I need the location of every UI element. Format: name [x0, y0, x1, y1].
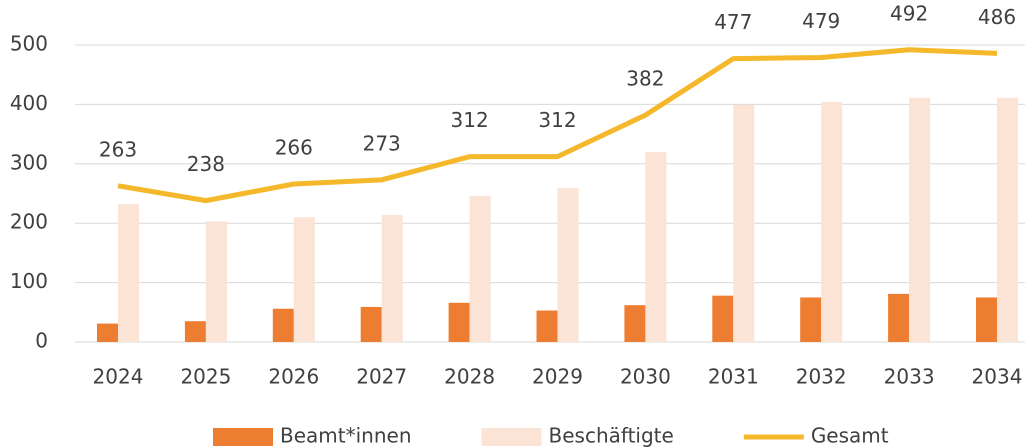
bar: [800, 297, 822, 342]
x-tick-label: 2027: [356, 365, 407, 389]
bar: [645, 151, 667, 342]
data-label: 263: [99, 137, 137, 161]
y-tick-label: 400: [10, 91, 48, 115]
data-label: 273: [363, 131, 401, 155]
bar: [118, 204, 139, 342]
bar: [184, 321, 206, 342]
x-tick-label: 2034: [972, 365, 1023, 389]
bar: [821, 102, 843, 342]
x-tick-label: 2031: [708, 365, 759, 389]
bar: [733, 104, 755, 342]
y-tick-label: 100: [10, 269, 48, 293]
bar: [293, 217, 315, 342]
x-tick-label: 2025: [180, 365, 231, 389]
y-tick-label: 200: [10, 210, 48, 234]
bar: [381, 214, 403, 342]
data-label: 486: [978, 5, 1016, 29]
bar: [97, 323, 118, 342]
data-label: 382: [626, 67, 664, 91]
data-label: 477: [714, 10, 752, 34]
y-tick-label: 0: [35, 329, 48, 353]
bar: [272, 308, 294, 342]
data-label: 479: [802, 9, 840, 33]
bar: [909, 97, 931, 342]
data-label: 266: [275, 135, 313, 159]
line: [117, 47, 998, 204]
y-tick-label: 300: [10, 150, 48, 174]
data-label: 312: [538, 108, 576, 132]
bar: [536, 310, 558, 342]
legend-label: Gesamt: [811, 424, 889, 448]
y-tick-label: 500: [10, 32, 48, 56]
x-tick-label: 2032: [796, 365, 847, 389]
x-tick-label: 2030: [620, 365, 671, 389]
x-tick-label: 2026: [268, 365, 319, 389]
bar: [469, 195, 491, 342]
bar: [997, 97, 1018, 342]
x-tick-label: 2024: [93, 365, 144, 389]
legend-swatch: [481, 428, 542, 446]
bar: [360, 306, 382, 342]
x-tick-label: 2029: [532, 365, 583, 389]
bar: [976, 297, 997, 342]
legend-label: Beamt*innen: [280, 424, 412, 448]
bar: [712, 295, 734, 342]
bar: [888, 293, 910, 342]
data-label: 238: [187, 152, 225, 176]
data-label: 312: [451, 108, 489, 132]
bar: [448, 302, 470, 342]
bar: [624, 305, 646, 342]
bar: [557, 188, 579, 342]
legend-label: Beschäftigte: [549, 424, 674, 448]
x-tick-label: 2028: [444, 365, 495, 389]
bar: [205, 221, 227, 342]
x-tick-label: 2033: [884, 365, 935, 389]
data-label: 492: [890, 1, 928, 25]
legend-swatch: [213, 428, 273, 446]
